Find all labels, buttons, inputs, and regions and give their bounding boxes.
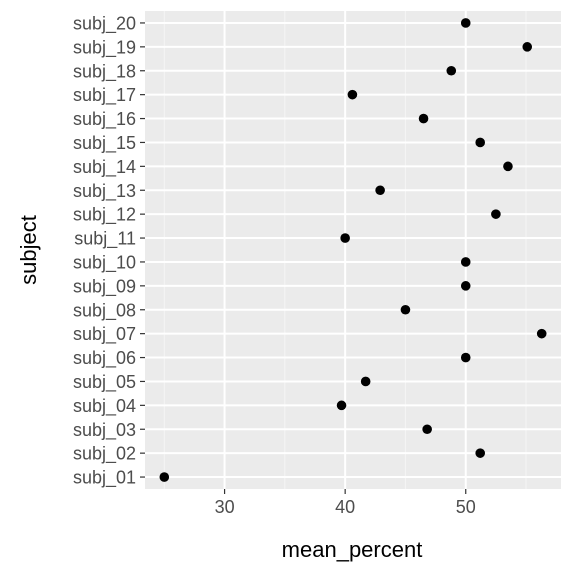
data-point-subj_12	[491, 209, 501, 219]
data-point-subj_01	[159, 472, 170, 482]
data-point-subj_08	[400, 304, 411, 315]
data-points	[159, 18, 547, 482]
data-point-subj_14	[503, 161, 513, 172]
y-tick-label: subj_12	[73, 205, 136, 226]
data-point-subj_11	[340, 233, 350, 243]
x-axis-title: mean_percent	[282, 537, 423, 562]
gridlines	[145, 11, 561, 489]
y-tick-label: subj_15	[73, 133, 136, 154]
y-tick-label: subj_05	[73, 372, 136, 393]
data-point-subj_04	[336, 400, 347, 411]
y-tick-label: subj_18	[73, 61, 136, 82]
data-point-subj_10	[460, 257, 471, 267]
plot-panel	[145, 11, 561, 489]
y-tick-label: subj_09	[73, 276, 136, 297]
x-axis-ticks: 30 40 50	[215, 489, 476, 517]
y-tick-label: subj_04	[73, 396, 136, 417]
y-axis-title: subject	[16, 215, 41, 285]
data-point-subj_07	[536, 328, 547, 339]
y-tick-label: subj_13	[73, 181, 136, 202]
data-point-subj_15	[475, 137, 486, 148]
y-tick-label: subj_19	[73, 37, 136, 58]
y-tick-label: subj_16	[73, 109, 136, 130]
x-tick-label: 40	[335, 497, 355, 517]
y-tick-label: subj_03	[73, 420, 136, 441]
y-tick-label: subj_07	[73, 324, 136, 345]
y-tick-label: subj_20	[73, 13, 136, 34]
data-point-subj_18	[446, 65, 457, 76]
y-tick-label: subj_10	[73, 252, 136, 273]
y-tick-label: subj_01	[73, 468, 136, 489]
data-point-subj_19	[522, 42, 533, 52]
x-tick-label: 50	[456, 497, 476, 517]
y-tick-label: subj_06	[73, 348, 136, 369]
data-point-subj_03	[422, 424, 432, 435]
y-axis-ticks: subj_01 subj_02 subj_03 subj_04 subj_05 subj_…	[73, 13, 145, 489]
y-tick-label: subj_17	[73, 85, 136, 106]
data-point-subj_13	[375, 185, 385, 196]
data-point-subj_16	[418, 113, 429, 124]
y-tick-label: subj_14	[73, 157, 136, 178]
y-tick-label: subj_02	[73, 444, 136, 465]
x-tick-label: 30	[215, 497, 235, 517]
y-tick-label: subj_11	[74, 229, 136, 250]
data-point-subj_02	[475, 448, 486, 458]
y-tick-label: subj_08	[73, 300, 136, 321]
data-point-subj_06	[460, 352, 471, 363]
data-point-subj_05	[360, 376, 371, 387]
data-point-subj_09	[460, 281, 471, 291]
data-point-subj_17	[347, 89, 358, 100]
data-point-subj_20	[460, 18, 471, 28]
